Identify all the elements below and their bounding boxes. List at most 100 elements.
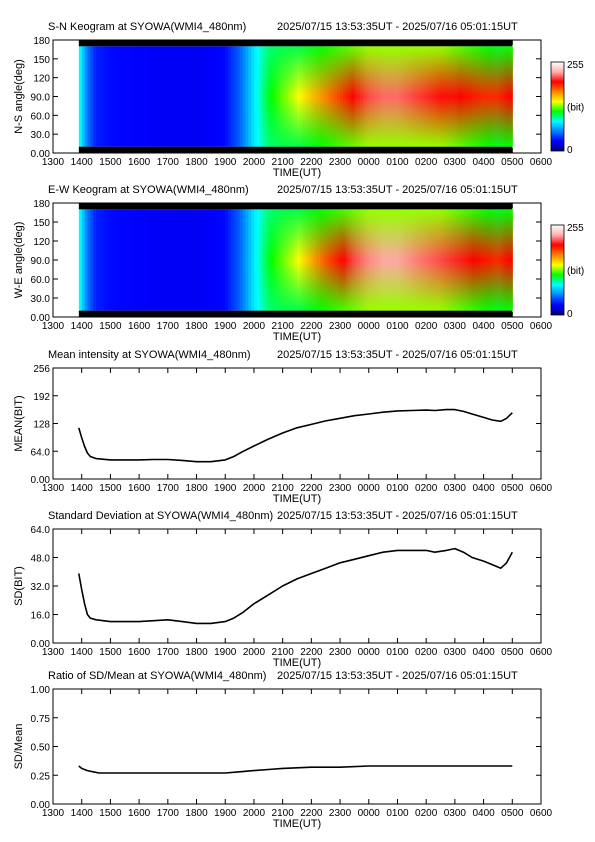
heatmap-cell bbox=[403, 46, 407, 147]
heatmap-cell bbox=[291, 46, 295, 147]
heatmap-cell bbox=[314, 46, 318, 147]
heatmap-cell bbox=[265, 46, 269, 147]
heatmap-cell bbox=[210, 209, 215, 311]
colorbar-unit-label: (bit) bbox=[567, 266, 584, 277]
heatmap-cell bbox=[483, 46, 488, 147]
heatmap-cell bbox=[133, 46, 137, 147]
heatmap-cell bbox=[236, 209, 241, 311]
heatmap-cell bbox=[144, 46, 149, 147]
x-tick-label: 1300 bbox=[42, 157, 65, 168]
heatmap-cell bbox=[104, 209, 109, 311]
heatmap-cell bbox=[150, 209, 155, 311]
heatmap-cell bbox=[262, 209, 267, 311]
heatmap-cell bbox=[219, 209, 223, 311]
heatmap-cell bbox=[446, 209, 450, 311]
heatmap-cell bbox=[374, 209, 378, 311]
heatmap-cell bbox=[360, 209, 364, 311]
heatmap-cell bbox=[279, 46, 284, 147]
x-tick-label: 1400 bbox=[71, 483, 94, 494]
heatmap-cell bbox=[377, 209, 381, 311]
heatmap-cell bbox=[274, 209, 278, 311]
heatmap-cell bbox=[377, 46, 381, 147]
heatmap-cell bbox=[503, 209, 508, 311]
x-tick-label: 2200 bbox=[300, 808, 323, 819]
heatmap-cell bbox=[170, 46, 175, 147]
heatmap-cell bbox=[337, 209, 341, 311]
series-line bbox=[78, 765, 513, 774]
heatmap-cell bbox=[164, 209, 169, 311]
colorbar-min-label: 0 bbox=[567, 145, 573, 156]
heatmap-cell bbox=[477, 46, 482, 147]
heatmap-cell bbox=[489, 209, 493, 311]
heatmap-cell bbox=[443, 46, 447, 147]
x-tick-label: 1500 bbox=[99, 321, 122, 332]
heatmap-cell bbox=[331, 46, 335, 147]
y-tick-label: 90.0 bbox=[31, 93, 51, 104]
heatmap-cell bbox=[87, 209, 91, 311]
heatmap-cell bbox=[127, 209, 132, 311]
heatmap-cell bbox=[506, 46, 511, 147]
x-tick-label: 0200 bbox=[415, 647, 438, 658]
y-tick-label: 90.0 bbox=[31, 256, 51, 267]
heatmap-cell bbox=[139, 46, 143, 147]
heatmap-cell bbox=[397, 46, 401, 147]
heatmap-cell bbox=[199, 46, 203, 147]
heatmap-cell bbox=[454, 209, 459, 311]
heatmap-cell bbox=[81, 209, 86, 311]
heatmap-cell bbox=[340, 209, 344, 311]
heatmap-cell bbox=[121, 209, 126, 311]
dark-band-bottom bbox=[78, 310, 513, 317]
heatmap-cell bbox=[302, 209, 307, 311]
series-line bbox=[78, 547, 514, 625]
panel-title: Ratio of SD/Mean at SYOWA(WMI4_480nm) bbox=[48, 670, 266, 682]
x-axis-label: TIME(UT) bbox=[273, 167, 321, 179]
y-axis-label: SD(BIT) bbox=[13, 566, 25, 606]
heatmap-cell bbox=[230, 46, 235, 147]
x-tick-label: 1600 bbox=[128, 483, 151, 494]
heatmap-cell bbox=[492, 209, 496, 311]
heatmap-cell bbox=[342, 46, 347, 147]
x-tick-label: 1600 bbox=[128, 808, 151, 819]
heatmap-cell bbox=[452, 46, 456, 147]
x-tick-label: 2300 bbox=[329, 157, 352, 168]
x-tick-label: 0200 bbox=[415, 157, 438, 168]
heatmap-cell bbox=[480, 46, 485, 147]
y-tick-label: 16.0 bbox=[31, 611, 51, 622]
x-tick-label: 0100 bbox=[386, 321, 409, 332]
heatmap-cell bbox=[276, 209, 281, 311]
heatmap-cell bbox=[365, 209, 370, 311]
y-tick-label: 192 bbox=[33, 392, 50, 403]
heatmap-cell bbox=[256, 209, 261, 311]
heatmap-cell bbox=[486, 209, 490, 311]
x-tick-label: 1600 bbox=[128, 647, 151, 658]
x-tick-label: 2200 bbox=[300, 483, 323, 494]
heatmap-cell bbox=[256, 46, 261, 147]
heatmap-cell bbox=[474, 46, 479, 147]
heatmap-cell bbox=[251, 46, 255, 147]
heatmap-cell bbox=[374, 46, 378, 147]
heatmap-cell bbox=[319, 46, 324, 147]
heatmap-cell bbox=[288, 209, 292, 311]
heatmap-cell bbox=[497, 209, 502, 311]
y-tick-label: 150 bbox=[33, 55, 50, 66]
heatmap-cell bbox=[443, 209, 447, 311]
heatmap-cell bbox=[164, 46, 169, 147]
heatmap-cell bbox=[176, 209, 180, 311]
heatmap-cell bbox=[93, 46, 97, 147]
heatmap-cell bbox=[245, 46, 249, 147]
heatmap-cell bbox=[363, 209, 367, 311]
colorbar-unit-label: (bit) bbox=[567, 103, 584, 114]
x-tick-label: 0000 bbox=[358, 647, 381, 658]
x-tick-label: 2300 bbox=[329, 483, 352, 494]
x-tick-label: 0500 bbox=[501, 483, 524, 494]
heatmap-cell bbox=[423, 46, 427, 147]
heatmap-cell bbox=[147, 209, 152, 311]
x-tick-label: 1900 bbox=[214, 157, 237, 168]
x-tick-label: 0400 bbox=[472, 157, 495, 168]
heatmap-cell bbox=[500, 46, 505, 147]
heatmap-cell bbox=[380, 209, 384, 311]
heatmap-cell bbox=[472, 209, 476, 311]
heatmap-cell bbox=[90, 209, 94, 311]
heatmap-cell bbox=[276, 46, 281, 147]
